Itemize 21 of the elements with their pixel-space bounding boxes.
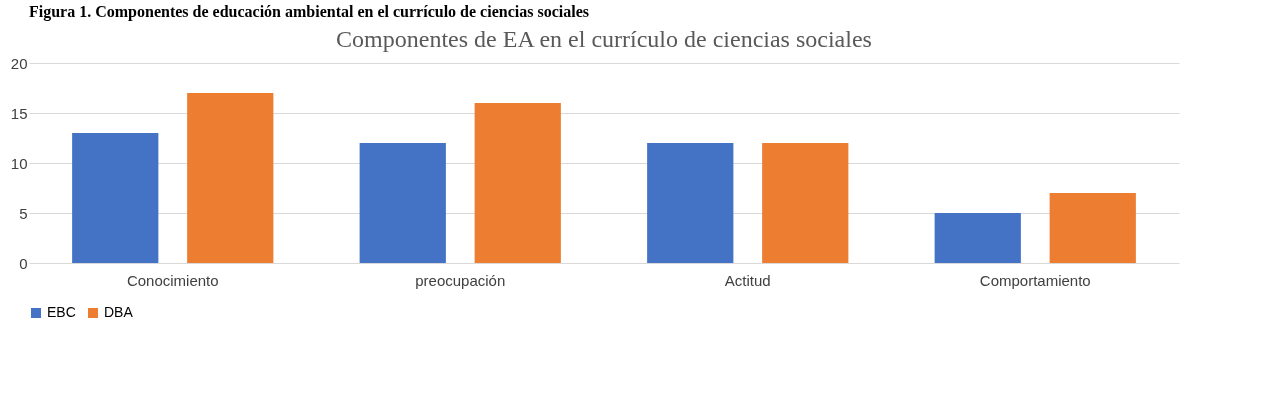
bar [762, 143, 849, 263]
bar [359, 143, 446, 263]
chart-title: Componentes de EA en el currículo de ciencias sociales [336, 26, 872, 52]
legend-label: DBA [104, 304, 134, 320]
x-tick-label: Comportamiento [979, 271, 1091, 289]
bar [474, 103, 561, 263]
text: Figura 1. Componentes de educación ambiental en el currículo de ciencias sociales [29, 3, 589, 21]
y-tick-label: 10 [10, 154, 28, 172]
y-tick-label: 5 [19, 204, 28, 222]
x-tick-label: Conocimiento [126, 271, 219, 289]
bar [72, 133, 159, 263]
bar [187, 93, 274, 263]
x-tick-label: Actitud [724, 271, 771, 289]
legend-label: EBC [47, 304, 76, 320]
bar [1049, 193, 1136, 263]
bar [934, 213, 1021, 263]
y-tick-label: 20 [10, 54, 28, 72]
y-tick-label: 0 [19, 254, 28, 272]
y-tick-label: 15 [10, 104, 28, 122]
x-tick-label: preocupación [415, 271, 506, 289]
bar [647, 143, 734, 263]
